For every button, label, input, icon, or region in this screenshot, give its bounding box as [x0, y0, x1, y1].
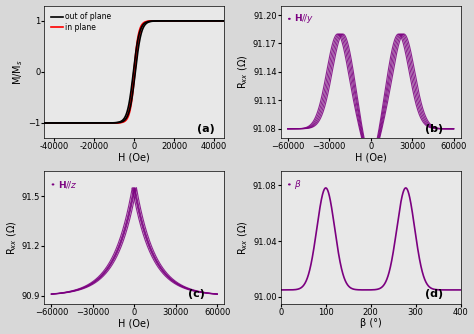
X-axis label: H (Oe): H (Oe) — [118, 318, 150, 328]
out of plane — [62, 121, 68, 125]
in plane — [221, 19, 227, 23]
out of plane — [118, 119, 124, 123]
out of plane — [73, 121, 79, 125]
X-axis label: H (Oe): H (Oe) — [118, 153, 150, 163]
Line: out of plane: out of plane — [45, 21, 224, 123]
in plane — [221, 19, 227, 23]
Text: (a): (a) — [197, 124, 215, 134]
Y-axis label: R$_{xx}$ (Ω): R$_{xx}$ (Ω) — [6, 220, 19, 255]
out of plane — [218, 19, 224, 23]
Legend: out of plane, in plane: out of plane, in plane — [48, 9, 114, 35]
out of plane — [199, 19, 204, 23]
in plane — [218, 19, 224, 23]
out of plane — [110, 121, 116, 125]
Text: H$/\!/y$: H$/\!/y$ — [294, 12, 314, 25]
in plane — [73, 121, 79, 125]
Text: $\beta$: $\beta$ — [294, 178, 302, 191]
Y-axis label: M/M$_s$: M/M$_s$ — [11, 59, 25, 85]
X-axis label: H (Oe): H (Oe) — [355, 153, 387, 163]
Text: (d): (d) — [425, 289, 443, 299]
Line: in plane: in plane — [45, 21, 224, 123]
Text: (b): (b) — [425, 124, 443, 134]
in plane — [62, 121, 68, 125]
in plane — [199, 19, 204, 23]
Y-axis label: R$_{xx}$ (Ω): R$_{xx}$ (Ω) — [237, 220, 250, 255]
in plane — [42, 121, 47, 125]
Text: (c): (c) — [188, 289, 205, 299]
Text: H$/\!/z$: H$/\!/z$ — [58, 179, 77, 190]
Y-axis label: R$_{xx}$ (Ω): R$_{xx}$ (Ω) — [237, 55, 250, 89]
in plane — [118, 120, 124, 124]
X-axis label: β (°): β (°) — [360, 318, 382, 328]
out of plane — [221, 19, 227, 23]
out of plane — [42, 121, 47, 125]
in plane — [110, 121, 116, 125]
